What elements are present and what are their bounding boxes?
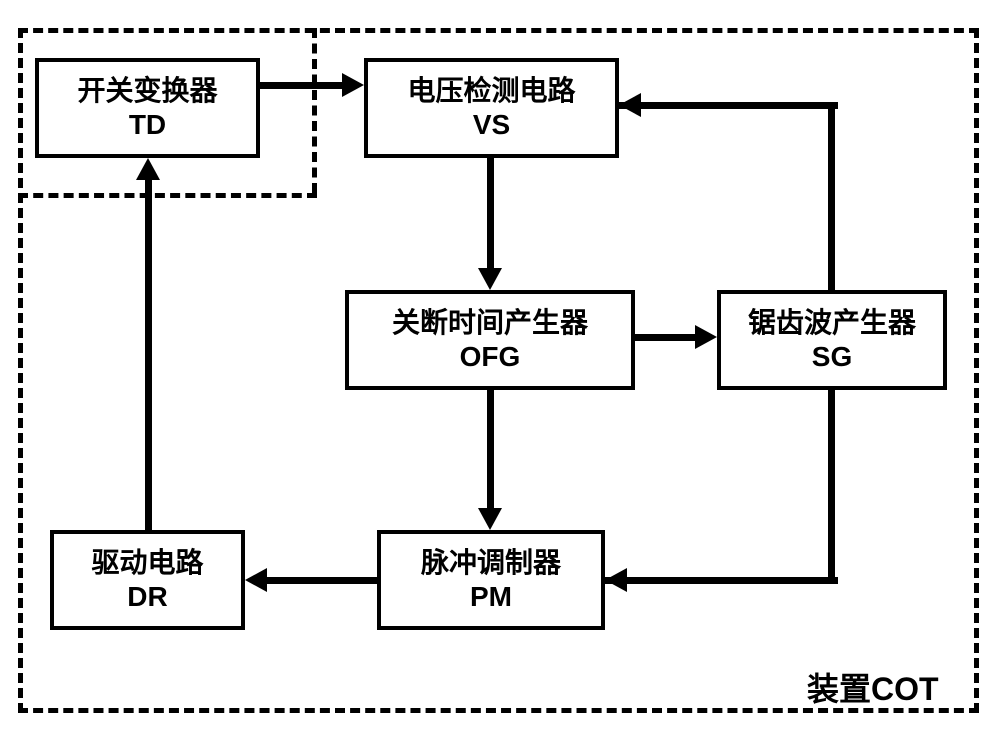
arrow-head-right xyxy=(695,325,717,349)
node-switch-converter: 开关变换器 TD xyxy=(35,58,260,158)
node-td-cn: 开关变换器 xyxy=(77,74,217,108)
arrow-head-up xyxy=(136,158,160,180)
arrow-head-down xyxy=(478,508,502,530)
arrow-head-right xyxy=(342,73,364,97)
node-sg-cn: 锯齿波产生器 xyxy=(748,306,916,340)
node-dr-en: DR xyxy=(127,580,167,614)
node-voltage-sense: 电压检测电路 VS xyxy=(364,58,619,158)
arrow-head-left xyxy=(245,568,267,592)
node-td-en: TD xyxy=(129,108,166,142)
node-driver: 驱动电路 DR xyxy=(50,530,245,630)
node-sg-en: SG xyxy=(812,340,852,374)
node-vs-en: VS xyxy=(473,108,510,142)
node-sawtooth-generator: 锯齿波产生器 SG xyxy=(717,290,947,390)
node-ofg-en: OFG xyxy=(460,340,521,374)
arrow-head-left xyxy=(605,568,627,592)
node-dr-cn: 驱动电路 xyxy=(91,546,203,580)
node-off-time-generator: 关断时间产生器 OFG xyxy=(345,290,635,390)
node-vs-cn: 电压检测电路 xyxy=(407,74,575,108)
arrow-head-left xyxy=(619,93,641,117)
node-pulse-modulator: 脉冲调制器 PM xyxy=(377,530,605,630)
node-ofg-cn: 关断时间产生器 xyxy=(392,306,588,340)
cot-label: 装置COT xyxy=(807,664,939,710)
td-boundary-bottom xyxy=(18,193,317,198)
arrow-head-down xyxy=(478,268,502,290)
td-boundary-right xyxy=(312,28,317,193)
node-pm-cn: 脉冲调制器 xyxy=(421,546,561,580)
node-pm-en: PM xyxy=(470,580,512,614)
